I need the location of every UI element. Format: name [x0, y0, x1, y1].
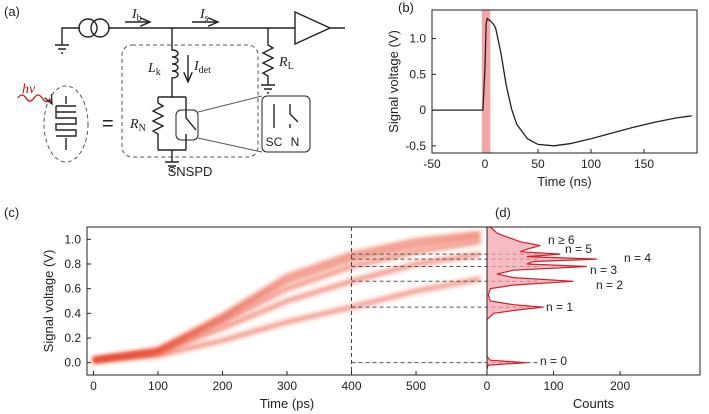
x-axis-label: Counts — [573, 396, 615, 411]
x-tick-label: 200 — [212, 379, 232, 393]
highlight — [481, 10, 491, 153]
label: Idet — [193, 59, 211, 76]
ground — [165, 161, 179, 171]
photon — [17, 95, 52, 104]
x-tick-label: 150 — [634, 157, 654, 171]
snspd-box — [121, 44, 259, 158]
load-resistor — [261, 28, 275, 94]
peak-label: n = 3 — [590, 263, 617, 277]
current-source — [78, 18, 98, 38]
label: Ib — [131, 7, 142, 24]
panel-label: (a) — [4, 4, 20, 19]
switch-box — [175, 109, 199, 141]
y-tick-label: 0.0 — [64, 356, 81, 370]
circuit: (a) Ib Is Lk Idet RN SNSPD RL SC N hν = — [4, 4, 345, 179]
label: hν — [22, 82, 36, 97]
y-tick-label: 0.6 — [64, 282, 81, 296]
x-axis-label: Time (ps) — [260, 396, 314, 411]
label: = — [102, 113, 114, 135]
label: Is — [199, 7, 209, 24]
current-source — [90, 18, 110, 38]
plot-frame — [431, 9, 698, 154]
label: N — [291, 135, 300, 149]
amplifier — [294, 10, 332, 46]
switch — [273, 104, 299, 128]
y-tick-label: 0.8 — [64, 257, 81, 271]
label: RL — [278, 55, 294, 72]
panel-label: (b) — [398, 0, 414, 15]
density-band — [93, 230, 481, 363]
y-tick-label: -0.5 — [405, 139, 426, 153]
x-tick-label: 400 — [342, 379, 362, 393]
x-tick-label: 500 — [406, 379, 426, 393]
trace — [432, 17, 692, 147]
x-tick-label: 0 — [484, 379, 491, 393]
y-axis-label: Signal voltage (V) — [386, 30, 401, 133]
x-tick-label: 0 — [482, 157, 489, 171]
ground — [55, 44, 69, 54]
peak-label: n = 1 — [546, 300, 573, 314]
plot-frame — [486, 226, 701, 376]
label: Lk — [147, 61, 161, 78]
x-tick-label: 100 — [581, 157, 601, 171]
x-axis-label: Time (ns) — [537, 174, 591, 189]
y-tick-label: 0.2 — [64, 331, 81, 345]
label: SNSPD — [168, 164, 213, 179]
charts: -50 0 50 100 150 -0.5 0 0.5 1.0 (b) Time (ns) Signa… — [4, 0, 701, 411]
panel-label: (c) — [4, 205, 19, 220]
label: SC — [266, 135, 283, 149]
peak-label: n = 4 — [624, 251, 651, 265]
y-tick-label: 0.5 — [409, 67, 426, 81]
y-axis-label: Signal voltage (V) — [41, 250, 56, 353]
y-tick-label: 1.0 — [64, 232, 81, 246]
x-tick-label: 100 — [148, 379, 168, 393]
x-tick-label: 50 — [531, 157, 545, 171]
histogram-fill — [487, 227, 597, 369]
x-tick-label: 200 — [610, 379, 630, 393]
zoom-line — [197, 95, 263, 153]
y-tick-label: 1.0 — [409, 32, 426, 46]
peak-label: n = 2 — [596, 278, 623, 292]
x-tick-label: -50 — [423, 157, 441, 171]
peak-label: n ≥ 6 — [548, 233, 575, 247]
zoom-box — [261, 95, 311, 153]
label: RN — [129, 117, 146, 134]
y-tick-label: 0 — [419, 103, 426, 117]
x-tick-label: 100 — [544, 379, 564, 393]
panel-label: (d) — [495, 205, 511, 220]
x-tick-label: 0 — [90, 379, 97, 393]
y-tick-label: 0.4 — [64, 306, 81, 320]
peak-label: n = 0 — [540, 354, 567, 368]
wire — [151, 28, 197, 162]
wire — [61, 27, 345, 45]
peak-label: n = 5 — [565, 242, 592, 256]
x-tick-label: 300 — [277, 379, 297, 393]
meander — [55, 96, 77, 150]
detector-outline — [43, 85, 89, 163]
